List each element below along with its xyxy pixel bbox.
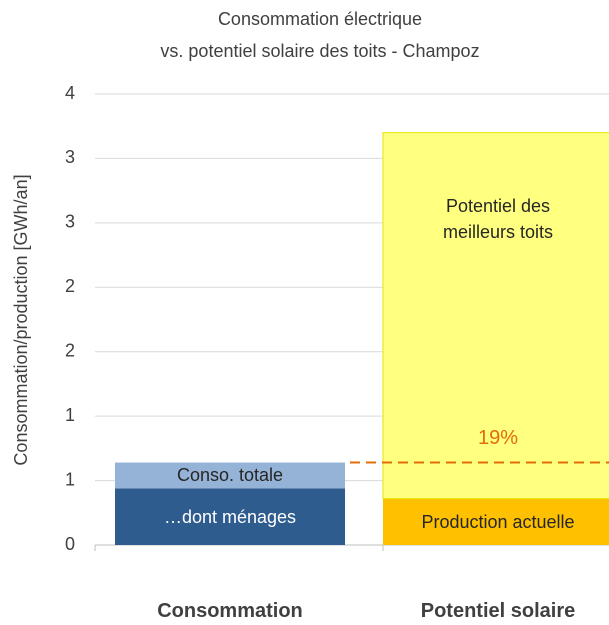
segment-label-box: …dont ménages: [163, 506, 297, 527]
segment-label-box: Conso. totale: [176, 465, 284, 486]
y-tick-label: 2: [65, 340, 75, 360]
y-axis-label: Consommation/production [GWh/an]: [11, 174, 31, 465]
chart-subtitle: vs. potentiel solaire des toits - Champo…: [160, 41, 479, 61]
annotation: 19%: [478, 427, 518, 449]
x-tick-label-box: Potentiel solaire: [420, 600, 576, 622]
segment-label: …dont ménages: [163, 506, 297, 527]
y-tick-label: 3: [65, 212, 75, 232]
segment-label-box: Potentiel des meilleurs toits: [442, 195, 554, 242]
bar-segment: [382, 132, 609, 500]
x-tick-label: Potentiel solaire: [420, 600, 576, 622]
y-tick-label: 0: [65, 534, 75, 554]
segment-label: Production actuelle: [421, 511, 575, 532]
x-tick-label-box: Consommation électrique: [157, 600, 303, 622]
x-tick-label: Consommation électrique: [157, 600, 303, 622]
y-tick-label: 4: [65, 83, 75, 103]
segment-label: Conso. totale: [176, 465, 284, 486]
bar-segment: [115, 488, 345, 545]
y-tick-label: 3: [65, 147, 75, 167]
y-tick-label: 1: [65, 469, 75, 489]
chart-title: Consommation électrique: [218, 9, 422, 29]
y-tick-label: 1: [65, 405, 75, 425]
bar-segment: [383, 498, 609, 545]
y-tick-label: 2: [65, 276, 75, 296]
bar-segment: [115, 462, 345, 489]
segment-label: Potentiel des meilleurs toits: [442, 195, 554, 242]
segment-label-box: Production actuelle: [421, 511, 575, 532]
